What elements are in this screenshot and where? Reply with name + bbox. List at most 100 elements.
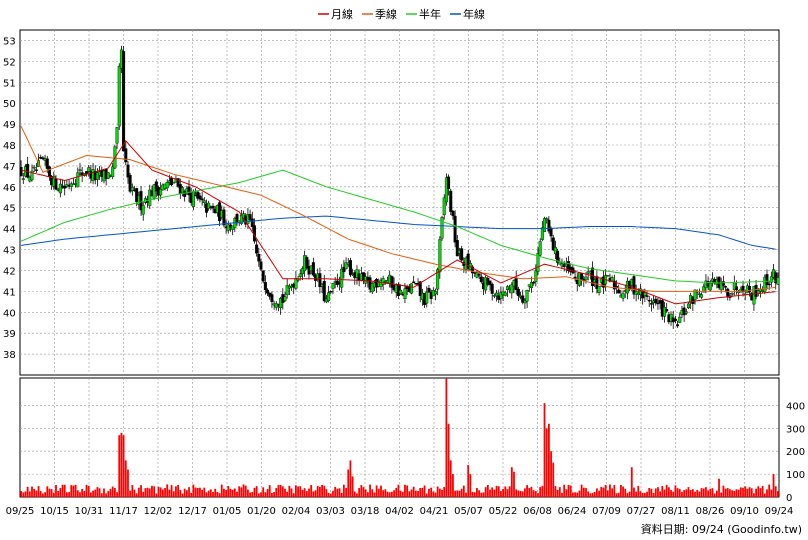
candle-body: [298, 273, 302, 277]
volume-bar: [292, 493, 295, 497]
candle-body: [279, 298, 283, 308]
candle-body: [266, 289, 270, 294]
x-tick-label: 12/17: [178, 506, 207, 517]
volume-bar: [338, 488, 341, 497]
volume-tick-label: 400: [786, 401, 805, 412]
volume-bar: [524, 488, 526, 497]
volume-bar: [24, 491, 27, 497]
volume-bar: [438, 488, 441, 497]
volume-bar: [244, 485, 247, 497]
volume-bar: [342, 484, 345, 497]
candle-body: [283, 296, 287, 302]
candle-body: [682, 307, 686, 316]
ma-month-line: [20, 139, 776, 305]
volume-bar: [615, 493, 618, 497]
volume-bar: [255, 486, 258, 497]
volume-bar: [271, 492, 273, 497]
candle-body: [621, 293, 625, 299]
x-tick-label: 08/26: [696, 506, 725, 517]
candle-body: [69, 183, 73, 187]
volume-bar: [236, 491, 238, 497]
volume-bar: [399, 490, 402, 497]
ma-year-line: [21, 215, 776, 250]
candle-body: [449, 190, 453, 212]
volume-bar: [203, 487, 206, 497]
candle-body: [403, 288, 407, 300]
volume-bar: [552, 462, 555, 497]
volume-bar: [722, 485, 725, 497]
candle-body: [399, 289, 403, 295]
candle-body: [370, 283, 374, 293]
volume-bar: [585, 488, 587, 497]
volume-bar: [554, 486, 557, 497]
volume-bar: [452, 474, 454, 497]
candle-body: [154, 181, 158, 192]
volume-bar: [622, 486, 624, 497]
volume-bar: [393, 490, 395, 497]
volume-bar: [214, 488, 217, 497]
candle-body: [702, 286, 706, 293]
volume-bar: [753, 493, 755, 497]
x-tick-label: 10/15: [40, 506, 69, 517]
candle-body: [634, 291, 638, 295]
volume-bar: [465, 492, 467, 497]
volume-bar: [358, 487, 361, 497]
volume-bar: [550, 451, 552, 497]
volume-bar: [574, 492, 576, 497]
volume-bar: [421, 487, 424, 497]
volume-bar: [519, 490, 522, 497]
volume-bar: [286, 491, 289, 497]
volume-bar: [650, 488, 653, 497]
volume-bar: [190, 492, 193, 497]
candle-body: [412, 281, 416, 283]
candle-body: [516, 288, 520, 296]
candle-body: [691, 296, 695, 304]
volume-bar: [144, 488, 147, 497]
volume-bar: [567, 484, 570, 497]
volume-bar: [157, 486, 160, 497]
volume-bar: [46, 486, 49, 497]
price-panel: 38 39 40 41 42 43 44 45 46 47 48 49 50 51 52 53: [3, 29, 780, 376]
volume-bar: [181, 493, 184, 497]
volume-bar: [663, 489, 666, 497]
candle-body: [551, 237, 555, 251]
candle-body: [85, 171, 89, 174]
volume-bar: [247, 489, 249, 497]
volume-bar: [670, 490, 672, 497]
candle-body: [693, 289, 697, 300]
ma-quarter-line: [20, 125, 776, 292]
candle-body: [45, 158, 49, 169]
volume-bar: [774, 486, 777, 497]
candle-body: [597, 286, 601, 293]
volume-bar: [720, 492, 723, 497]
volume-bar: [598, 490, 600, 497]
volume-bar: [606, 490, 609, 497]
y-tick-label: 40: [3, 308, 16, 319]
volume-bar: [580, 484, 583, 497]
candle-body: [649, 303, 653, 305]
volume-bar: [711, 488, 714, 497]
volume-bar: [303, 488, 306, 497]
candle-body: [499, 292, 503, 299]
volume-bar: [397, 484, 400, 497]
volume-bar: [724, 488, 727, 497]
volume-bar: [388, 492, 391, 497]
x-axis: 09/25 10/15 10/31 11/17 12/02 12/17 01/05 01/20…: [6, 506, 794, 517]
candle-body: [263, 282, 267, 291]
volume-bar: [113, 487, 116, 497]
volume-bar: [412, 486, 415, 497]
volume-bar: [449, 460, 452, 497]
candle-body: [202, 200, 206, 204]
x-tick-label: 02/04: [282, 506, 311, 517]
volume-bar: [373, 492, 376, 497]
volume-bar: [107, 490, 110, 497]
volume-bar: [395, 487, 398, 497]
candle-body: [191, 191, 195, 207]
volume-bar: [231, 489, 234, 497]
candle-body: [686, 303, 690, 309]
candle-body: [139, 191, 143, 211]
legend-label: 半年: [419, 7, 441, 21]
volume-bar: [87, 485, 90, 497]
x-tick-label: 09/10: [730, 506, 759, 517]
candle-body: [135, 188, 139, 202]
